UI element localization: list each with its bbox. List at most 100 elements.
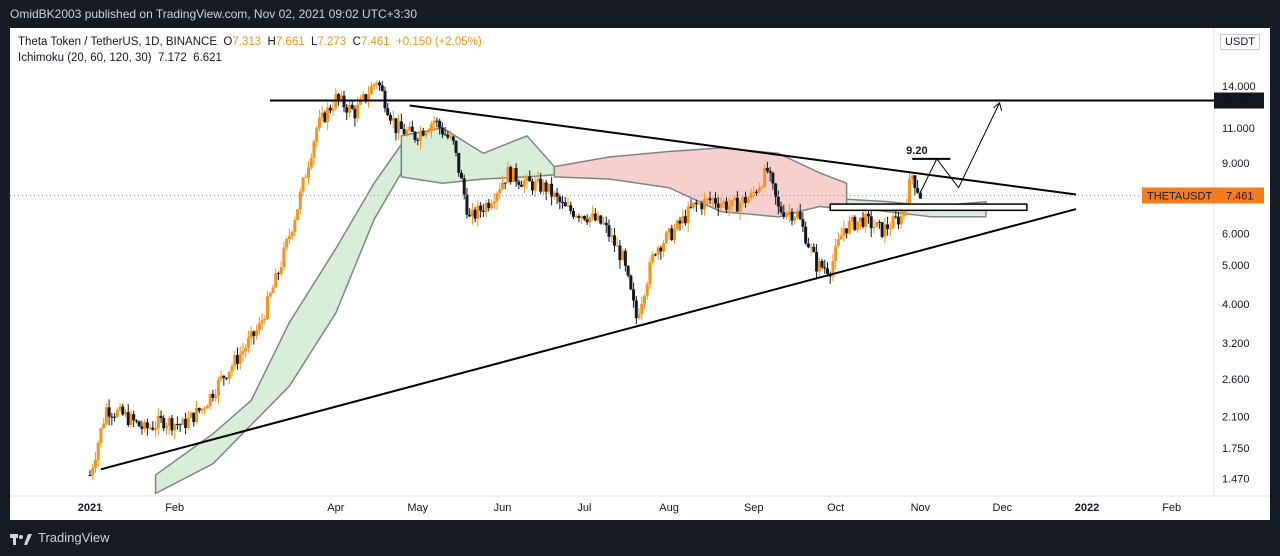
candle-body xyxy=(208,393,212,406)
candle-body xyxy=(263,318,267,321)
candle-body xyxy=(910,175,914,180)
candle-body xyxy=(686,206,690,224)
candle-body xyxy=(154,427,158,430)
candle-body xyxy=(361,94,365,99)
close-label: C xyxy=(352,36,361,48)
chart-legend: Theta Token / TetherUS, 1D, BINANCE O7.3… xyxy=(18,34,482,66)
candle-body xyxy=(812,246,816,253)
candle-body xyxy=(845,228,849,234)
candle-body xyxy=(175,423,179,425)
candle-body xyxy=(498,189,502,194)
candle-body xyxy=(462,178,466,195)
candle-body xyxy=(451,136,455,141)
last-price-tag xyxy=(1214,187,1264,204)
candle-body xyxy=(754,191,758,193)
candle-body xyxy=(487,202,491,209)
price-chart[interactable]: 9.20 14.000 11.000 9.000 6.000 5.000 4.000 3.20… xyxy=(10,28,1270,520)
candle-body xyxy=(571,211,575,217)
candle-body xyxy=(692,202,696,208)
chart-pane[interactable]: 9.20 14.000 11.000 9.000 6.000 5.000 4.000 3.20… xyxy=(10,28,1270,520)
candle-body xyxy=(369,86,373,95)
candle-body xyxy=(500,182,504,190)
candle-body xyxy=(124,412,128,415)
indicator-value-1: 7.172 xyxy=(158,52,187,64)
candle-body xyxy=(757,187,761,193)
candle-body xyxy=(454,140,458,153)
quote-currency-badge[interactable]: USDT xyxy=(1220,34,1260,50)
candle-body xyxy=(432,120,436,124)
candle-body xyxy=(528,176,532,182)
candle-body xyxy=(894,216,898,218)
candle-body xyxy=(804,226,808,244)
candle-body xyxy=(296,209,300,220)
candle-body xyxy=(459,172,463,179)
candle-body xyxy=(88,475,92,477)
candle-body xyxy=(509,167,513,182)
candle-body xyxy=(440,127,444,135)
candle-body xyxy=(375,82,379,85)
candle-body xyxy=(468,214,472,217)
candle-body xyxy=(121,406,125,415)
candle-body xyxy=(787,211,791,214)
candle-body xyxy=(326,107,330,122)
candle-body xyxy=(744,197,748,203)
candle-body xyxy=(184,418,188,429)
open-value: 7.313 xyxy=(232,36,262,48)
candle-body xyxy=(345,107,349,113)
tradingview-logo-icon xyxy=(10,533,32,545)
candle-body xyxy=(186,417,190,429)
candle-body xyxy=(110,416,114,418)
candle-body xyxy=(230,365,234,372)
candle-body xyxy=(249,331,253,339)
y-tick-label: 11.000 xyxy=(1222,123,1255,135)
candles-group xyxy=(88,80,922,480)
candle-body xyxy=(386,108,390,116)
candle-body xyxy=(134,420,138,422)
candle-body xyxy=(350,104,354,109)
candle-body xyxy=(555,192,559,197)
high-label: H xyxy=(267,36,276,48)
candle-body xyxy=(700,203,704,210)
candle-body xyxy=(645,284,649,297)
candle-body xyxy=(746,198,750,203)
candle-body xyxy=(593,213,597,221)
candle-body xyxy=(768,171,772,173)
candle-body xyxy=(285,239,289,248)
projection-path xyxy=(919,102,1001,193)
candle-body xyxy=(858,217,862,222)
candle-body xyxy=(618,245,622,261)
candle-body xyxy=(244,347,248,352)
candle-body xyxy=(653,254,657,256)
publish-info: OmidBK2003 published on TradingView.com,… xyxy=(10,7,418,21)
candle-body xyxy=(724,201,728,210)
candle-body xyxy=(558,196,562,202)
candle-body xyxy=(143,422,147,429)
symbol-title[interactable]: Theta Token / TetherUS, 1D, BINANCE xyxy=(18,36,217,48)
candle-body xyxy=(678,220,682,224)
candle-body xyxy=(323,112,327,122)
indicator-name[interactable]: Ichimoku (20, 60, 120, 30) xyxy=(18,52,152,64)
candle-body xyxy=(506,167,510,183)
candle-body xyxy=(279,267,283,275)
candle-body xyxy=(520,184,524,187)
candle-body xyxy=(599,215,603,224)
candle-body xyxy=(315,127,319,142)
candle-body xyxy=(189,412,193,418)
candle-body xyxy=(836,239,840,246)
candle-body xyxy=(916,187,920,193)
candle-body xyxy=(99,428,103,444)
candle-body xyxy=(514,168,518,182)
candle-body xyxy=(913,175,917,188)
candle-body xyxy=(533,181,537,191)
candle-body xyxy=(304,177,308,179)
x-tick-label: 2022 xyxy=(1075,502,1099,514)
candle-body xyxy=(563,202,567,207)
candle-body xyxy=(162,418,166,429)
candle-body xyxy=(842,228,846,236)
candle-body xyxy=(760,187,764,189)
candle-body xyxy=(481,210,485,212)
candle-body xyxy=(719,203,723,208)
candle-body xyxy=(260,320,264,324)
candle-body xyxy=(550,183,554,197)
candle-body xyxy=(205,405,209,409)
